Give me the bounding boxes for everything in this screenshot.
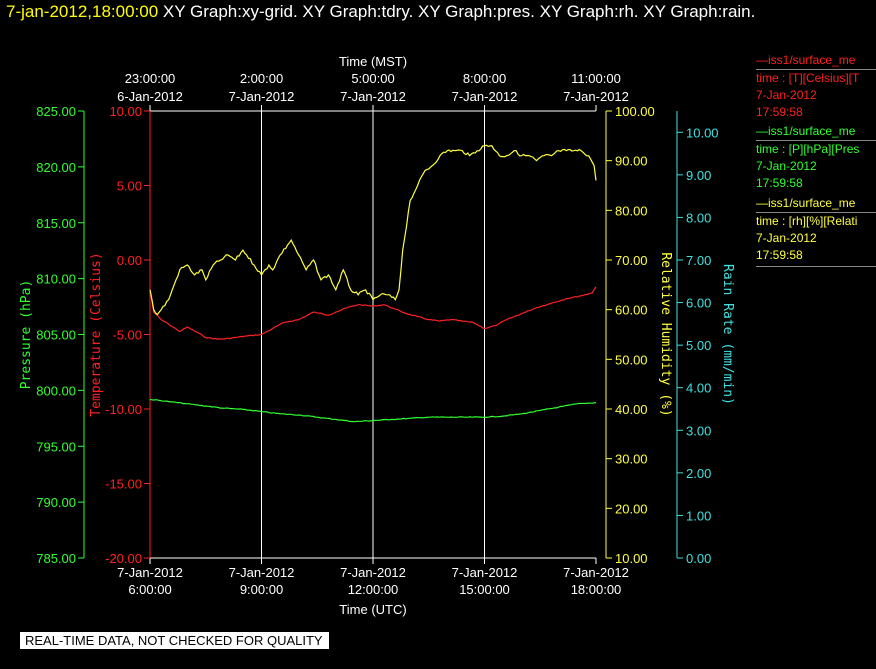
- x-top-axis-label: Time (MST): [339, 54, 407, 69]
- rh-tick-label: 20.00: [615, 501, 648, 516]
- legend-var: time : [rh][%][Relati: [756, 214, 858, 228]
- temperature-tick-label: 5.00: [117, 179, 142, 194]
- rh-tick-label: 90.00: [615, 154, 648, 169]
- rh-tick-label: 100.00: [615, 104, 655, 119]
- temperature-tick-label: -10.00: [105, 402, 142, 417]
- pressure-tick-label: 800.00: [36, 383, 76, 398]
- bottom-tick-date: 7-Jan-2012: [117, 565, 183, 580]
- rain-tick-label: 3.00: [686, 423, 711, 438]
- rain-tick-label: 6.00: [686, 296, 711, 311]
- temperature-tick-label: 0.00: [117, 253, 142, 268]
- top-tick-date: 7-Jan-2012: [452, 89, 518, 104]
- bottom-tick-date: 7-Jan-2012: [452, 565, 518, 580]
- legend-time: 17:59:58: [756, 105, 803, 119]
- rh-tick-label: 50.00: [615, 352, 648, 367]
- graph-title: 7-jan-2012,18:00:00 XY Graph:xy-grid. XY…: [6, 2, 755, 22]
- rh-axis-label: Relative Humidity (%): [658, 252, 673, 416]
- temperature-axis-label: Temperature (Celsius): [89, 252, 104, 416]
- legend-temperature: —iss1/surface_me time : [T][Celsius][T 7…: [756, 52, 876, 121]
- bottom-tick-time: 18:00:00: [571, 582, 622, 597]
- pressure-axis-label: Pressure (hPa): [19, 280, 34, 390]
- legend-time: 17:59:58: [756, 176, 803, 190]
- graph-list: XY Graph:xy-grid. XY Graph:tdry. XY Grap…: [158, 2, 756, 21]
- top-tick-time: 23:00:00: [125, 71, 176, 86]
- pressure-tick-label: 820.00: [36, 160, 76, 175]
- rain-tick-label: 1.00: [686, 508, 711, 523]
- pressure-tick-label: 825.00: [36, 104, 76, 119]
- pressure-tick-label: 810.00: [36, 272, 76, 287]
- legend-date: 7-Jan-2012: [756, 231, 817, 245]
- legend-var: time : [P][hPa][Pres: [756, 142, 860, 156]
- pressure-tick-label: 795.00: [36, 439, 76, 454]
- temperature-tick-label: -15.00: [105, 477, 142, 492]
- legend-time: 17:59:58: [756, 248, 803, 262]
- quality-warning: REAL-TIME DATA, NOT CHECKED FOR QUALITY: [20, 632, 329, 649]
- rh-tick-label: 40.00: [615, 402, 648, 417]
- bottom-tick-date: 7-Jan-2012: [229, 565, 295, 580]
- legend-source: —iss1/surface_me: [756, 196, 856, 210]
- top-tick-time: 2:00:00: [240, 71, 283, 86]
- legend-date: 7-Jan-2012: [756, 88, 817, 102]
- pressure-tick-label: 785.00: [36, 551, 76, 566]
- top-tick-time: 11:00:00: [571, 71, 621, 86]
- rain-tick-label: 5.00: [686, 338, 711, 353]
- legend-rh: —iss1/surface_me time : [rh][%][Relati 7…: [756, 195, 876, 267]
- rh-tick-label: 80.00: [615, 203, 648, 218]
- rain-tick-label: 0.00: [686, 551, 711, 566]
- temperature-tick-label: -20.00: [105, 551, 142, 566]
- top-tick-date: 6-Jan-2012: [117, 89, 183, 104]
- bottom-tick-time: 9:00:00: [240, 582, 283, 597]
- x-bottom-axis-label: Time (UTC): [339, 602, 406, 617]
- top-tick-date: 7-Jan-2012: [340, 89, 406, 104]
- rh-tick-label: 70.00: [615, 253, 648, 268]
- rain-axis-label: Rain Rate (mm/min): [720, 264, 735, 405]
- bottom-tick-time: 6:00:00: [128, 582, 171, 597]
- rh-tick-label: 60.00: [615, 303, 648, 318]
- legend-source: —iss1/surface_me: [756, 124, 856, 138]
- temperature-tick-label: 10.00: [109, 104, 142, 119]
- legend-pressure: —iss1/surface_me time : [P][hPa][Pres 7-…: [756, 123, 876, 192]
- rh-tick-label: 30.00: [615, 452, 648, 467]
- rh-tick-label: 10.00: [615, 551, 648, 566]
- legend-var: time : [T][Celsius][T: [756, 71, 860, 85]
- series-line-rh: [149, 144, 597, 316]
- timestamp: 7-jan-2012,18:00:00: [6, 2, 159, 21]
- legend-source: —iss1/surface_me: [756, 53, 856, 67]
- top-tick-date: 7-Jan-2012: [229, 89, 295, 104]
- legend-date: 7-Jan-2012: [756, 159, 817, 173]
- top-tick-time: 8:00:00: [463, 71, 506, 86]
- bottom-tick-date: 7-Jan-2012: [340, 565, 406, 580]
- bottom-tick-time: 12:00:00: [348, 582, 399, 597]
- rain-tick-label: 2.00: [686, 466, 711, 481]
- rain-tick-label: 10.00: [686, 125, 719, 140]
- rain-tick-label: 8.00: [686, 210, 711, 225]
- bottom-tick-date: 7-Jan-2012: [563, 565, 629, 580]
- pressure-tick-label: 815.00: [36, 216, 76, 231]
- temperature-tick-label: -5.00: [112, 328, 142, 343]
- top-tick-time: 5:00:00: [351, 71, 394, 86]
- rain-tick-label: 4.00: [686, 381, 711, 396]
- rain-tick-label: 9.00: [686, 168, 711, 183]
- series-line-temperature: [149, 286, 597, 340]
- bottom-tick-time: 15:00:00: [459, 582, 510, 597]
- pressure-tick-label: 805.00: [36, 328, 76, 343]
- pressure-tick-label: 790.00: [36, 495, 76, 510]
- series-line-pressure: [149, 398, 597, 423]
- rain-tick-label: 7.00: [686, 253, 711, 268]
- top-tick-date: 7-Jan-2012: [563, 89, 629, 104]
